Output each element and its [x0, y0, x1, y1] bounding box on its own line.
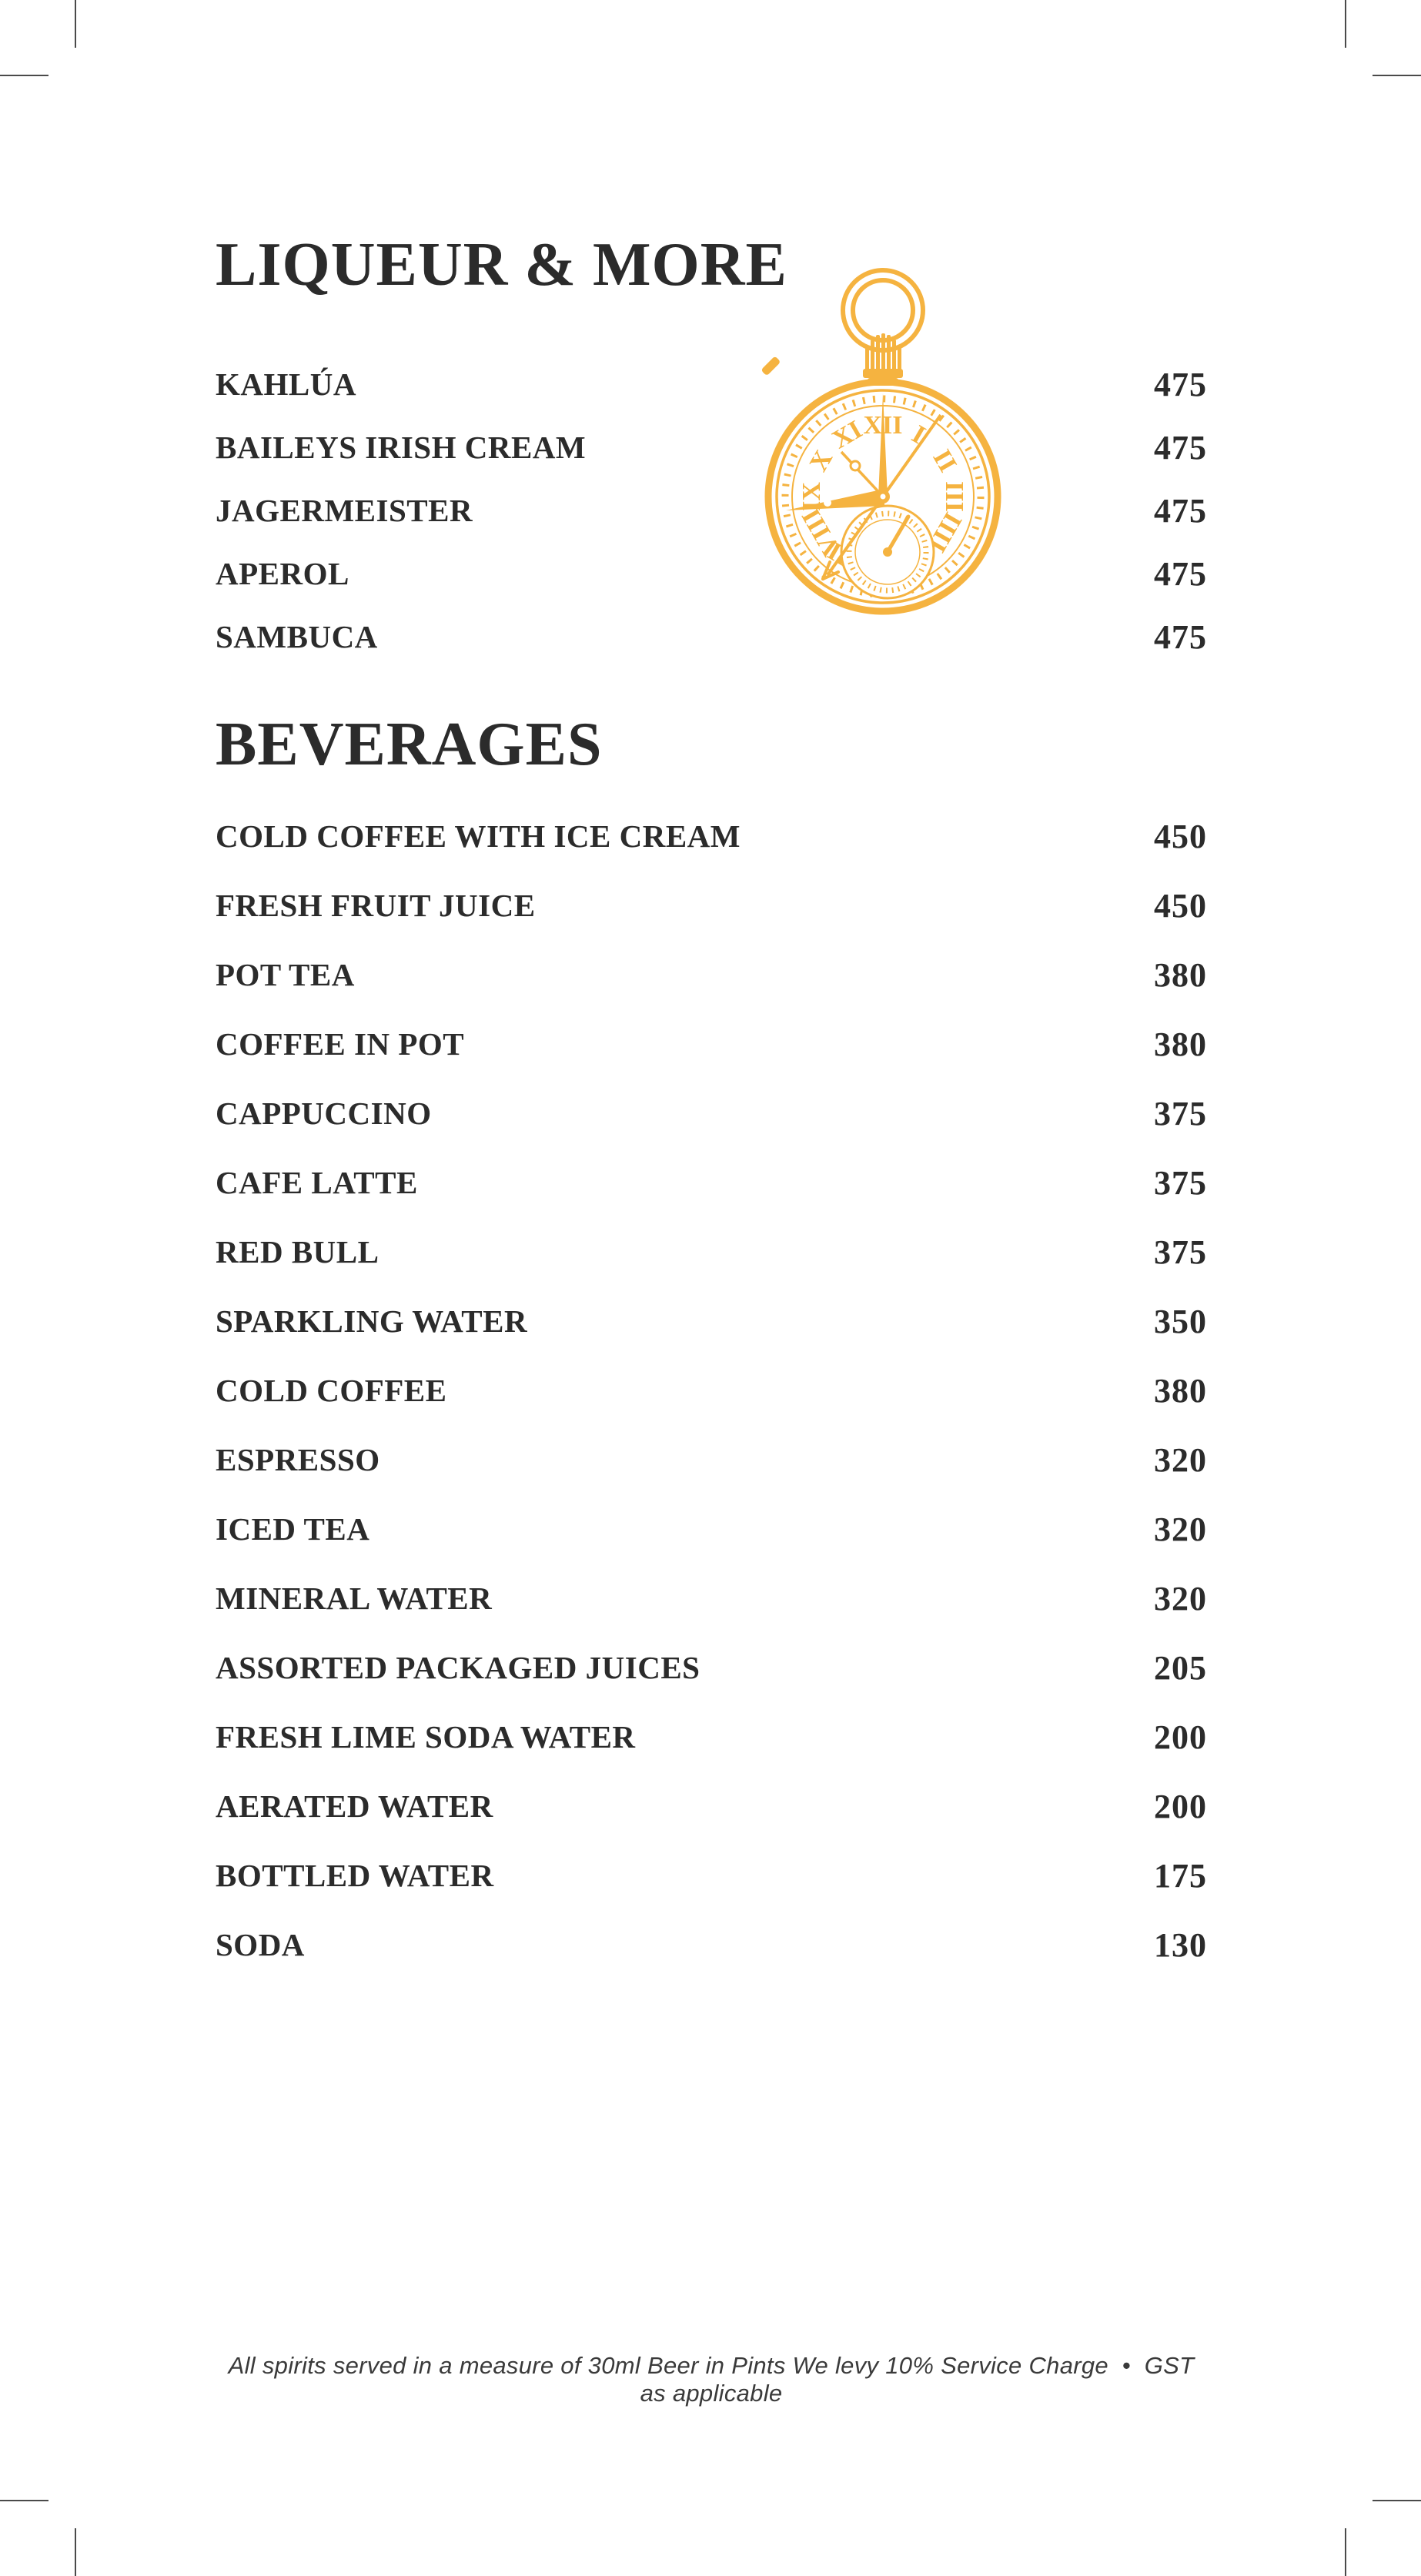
item-price: 450 [1154, 817, 1207, 855]
item-price: 375 [1154, 1163, 1207, 1202]
section-title: LIQUEUR & MORE [216, 231, 787, 299]
item-name: SPARKLING WATER [216, 1303, 528, 1339]
item-price: 175 [1154, 1856, 1207, 1895]
item-name: POT TEA [216, 957, 355, 992]
item-price: 450 [1154, 886, 1207, 925]
footer-note: All spirits served in a measure of 30ml … [228, 2352, 1195, 2407]
section-title: BEVERAGES [216, 711, 603, 778]
menu-item-row: KAHLÚA 475 [216, 353, 1207, 416]
menu-item-row: SODA 130 [216, 1910, 1207, 1979]
menu-item-row: MINERAL WATER 320 [216, 1564, 1207, 1633]
crop-mark [1345, 2528, 1346, 2576]
item-price: 380 [1154, 1371, 1207, 1410]
item-name: RED BULL [216, 1234, 379, 1270]
item-name: FRESH FRUIT JUICE [216, 888, 536, 923]
menu-item-row: COLD COFFEE WITH ICE CREAM 450 [216, 801, 1207, 871]
menu-section: LIQUEUR & MORE KAHLÚA 475 BAILEYS IRISH … [216, 231, 1207, 668]
crop-mark [1345, 0, 1346, 48]
item-name: BOTTLED WATER [216, 1858, 494, 1893]
menu-item-row: COFFEE IN POT 380 [216, 1009, 1207, 1079]
item-price: 475 [1154, 365, 1207, 403]
menu-item-row: ASSORTED PACKAGED JUICES 205 [216, 1633, 1207, 1702]
menu-item-row: ICED TEA 320 [216, 1494, 1207, 1564]
section-items: KAHLÚA 475 BAILEYS IRISH CREAM 475 JAGER… [216, 353, 1207, 668]
item-price: 375 [1154, 1233, 1207, 1271]
item-name: SAMBUCA [216, 619, 378, 654]
item-price: 200 [1154, 1787, 1207, 1825]
menu-item-row: SPARKLING WATER 350 [216, 1286, 1207, 1356]
menu-item-row: CAPPUCCINO 375 [216, 1079, 1207, 1148]
item-price: 320 [1154, 1510, 1207, 1548]
section-items: COLD COFFEE WITH ICE CREAM 450 FRESH FRU… [216, 801, 1207, 1979]
menu-section: BEVERAGES COLD COFFEE WITH ICE CREAM 450… [216, 711, 1207, 1979]
item-price: 320 [1154, 1440, 1207, 1479]
item-name: APEROL [216, 556, 349, 591]
item-price: 375 [1154, 1094, 1207, 1132]
menu-item-row: JAGERMEISTER 475 [216, 479, 1207, 542]
item-name: CAFE LATTE [216, 1165, 418, 1200]
menu-item-row: RED BULL 375 [216, 1217, 1207, 1286]
item-name: ESPRESSO [216, 1442, 380, 1477]
item-price: 205 [1154, 1648, 1207, 1687]
menu-item-row: AERATED WATER 200 [216, 1771, 1207, 1841]
item-name: AERATED WATER [216, 1788, 493, 1824]
item-price: 475 [1154, 617, 1207, 656]
item-name: MINERAL WATER [216, 1581, 493, 1616]
menu-item-row: ESPRESSO 320 [216, 1425, 1207, 1494]
item-price: 130 [1154, 1925, 1207, 1964]
menu-item-row: FRESH LIME SODA WATER 200 [216, 1702, 1207, 1771]
menu-item-row: APEROL 475 [216, 542, 1207, 605]
item-name: BAILEYS IRISH CREAM [216, 430, 587, 465]
crop-mark [0, 2500, 48, 2501]
item-price: 475 [1154, 491, 1207, 530]
crop-mark [0, 75, 48, 76]
item-name: ICED TEA [216, 1511, 370, 1547]
menu-item-row: COLD COFFEE 380 [216, 1356, 1207, 1425]
item-price: 475 [1154, 554, 1207, 593]
item-price: 320 [1154, 1579, 1207, 1618]
item-price: 380 [1154, 955, 1207, 994]
item-name: SODA [216, 1927, 305, 1962]
item-price: 380 [1154, 1025, 1207, 1063]
item-name: JAGERMEISTER [216, 493, 473, 528]
item-name: KAHLÚA [216, 366, 356, 402]
menu-item-row: BAILEYS IRISH CREAM 475 [216, 416, 1207, 479]
crop-mark [1373, 75, 1421, 76]
crop-mark [1373, 2500, 1421, 2501]
item-name: COLD COFFEE [216, 1373, 447, 1408]
menu-item-row: FRESH FRUIT JUICE 450 [216, 871, 1207, 940]
item-price: 200 [1154, 1718, 1207, 1756]
crop-mark [75, 0, 76, 48]
item-price: 475 [1154, 428, 1207, 467]
menu-item-row: BOTTLED WATER 175 [216, 1841, 1207, 1910]
menu-item-row: CAFE LATTE 375 [216, 1148, 1207, 1217]
item-name: COLD COFFEE WITH ICE CREAM [216, 818, 741, 854]
menu-item-row: POT TEA 380 [216, 940, 1207, 1009]
item-name: CAPPUCCINO [216, 1096, 432, 1131]
item-price: 350 [1154, 1302, 1207, 1340]
item-name: COFFEE IN POT [216, 1026, 465, 1062]
item-name: FRESH LIME SODA WATER [216, 1719, 636, 1755]
menu-item-row: SAMBUCA 475 [216, 605, 1207, 668]
menu-sections: LIQUEUR & MORE KAHLÚA 475 BAILEYS IRISH … [216, 231, 1207, 1979]
crop-mark [75, 2528, 76, 2576]
item-name: ASSORTED PACKAGED JUICES [216, 1650, 700, 1685]
